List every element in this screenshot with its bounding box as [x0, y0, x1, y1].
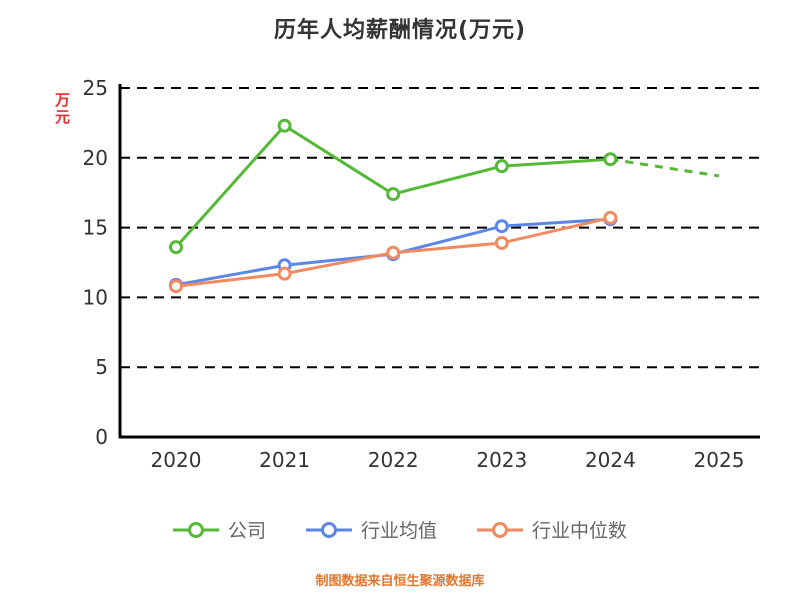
legend-label-industry-median: 行业中位数: [532, 520, 628, 542]
svg-text:2022: 2022: [368, 448, 419, 472]
svg-text:2025: 2025: [694, 448, 745, 472]
svg-text:0: 0: [95, 425, 108, 449]
legend-marker-company: [172, 521, 219, 538]
legend-label-company: 公司: [227, 520, 266, 542]
svg-text:25: 25: [83, 76, 108, 100]
svg-text:15: 15: [83, 216, 108, 240]
svg-text:20: 20: [83, 146, 108, 170]
y-axis-label: 万元: [53, 92, 71, 126]
svg-text:2023: 2023: [476, 448, 527, 472]
svg-text:10: 10: [83, 285, 108, 309]
legend: 公司 行业均值 行业中位数: [0, 516, 800, 543]
svg-text:5: 5: [95, 355, 108, 379]
legend-item-industry-mean: 行业均值: [305, 516, 437, 543]
svg-text:2020: 2020: [151, 448, 202, 472]
legend-label-industry-mean: 行业均值: [360, 520, 437, 542]
legend-item-company: 公司: [172, 516, 266, 543]
legend-marker-industry-median: [477, 521, 523, 538]
svg-text:2021: 2021: [259, 448, 310, 472]
legend-item-industry-median: 行业中位数: [477, 516, 627, 543]
legend-marker-industry-mean: [305, 521, 352, 538]
data-source-note: 制图数据来自恒生聚源数据库: [315, 574, 485, 589]
svg-text:2024: 2024: [585, 448, 636, 472]
chart-title: 历年人均薪酬情况(万元): [273, 18, 527, 43]
